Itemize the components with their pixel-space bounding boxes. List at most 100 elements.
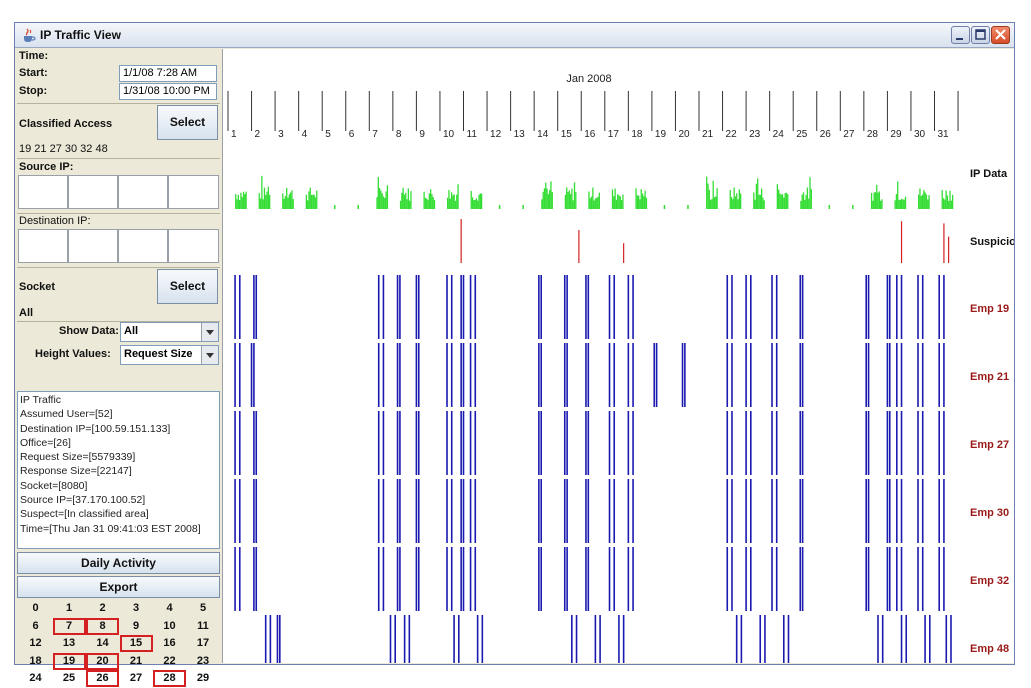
- ip-data-bar: [617, 194, 619, 209]
- ip-data-bar: [872, 200, 874, 209]
- source-ip-octet-2[interactable]: [68, 175, 118, 209]
- ip-data-bar: [309, 187, 311, 209]
- hour-cell-0[interactable]: 0: [32, 602, 39, 614]
- daily-activity-button[interactable]: Daily Activity: [17, 552, 220, 574]
- ip-data-bar: [874, 192, 877, 209]
- hour-cell-12[interactable]: 12: [29, 637, 42, 650]
- ip-data-bar: [738, 189, 741, 209]
- ip-data-bar: [261, 175, 263, 209]
- day-label: 11: [467, 129, 478, 140]
- hour-cell-16[interactable]: 16: [163, 637, 176, 650]
- hour-cell-17[interactable]: 17: [196, 637, 210, 650]
- hour-cell-15[interactable]: 15: [119, 635, 153, 653]
- chevron-down-icon[interactable]: [201, 323, 218, 341]
- ip-data-bar: [541, 199, 543, 209]
- ip-data-bar: [852, 205, 854, 209]
- start-time-field[interactable]: 1/1/08 7:28 AM: [119, 65, 217, 82]
- hour-cell-19[interactable]: 19: [52, 652, 86, 670]
- ip-data-bar: [870, 193, 873, 209]
- ip-data-bar: [618, 195, 620, 209]
- title-bar[interactable]: IP Traffic View: [15, 23, 1014, 48]
- hour-cell-3[interactable]: 3: [132, 602, 140, 614]
- close-button[interactable]: [991, 26, 1010, 44]
- hour-cell-6[interactable]: 6: [32, 619, 39, 632]
- record-details-panel[interactable]: IP Traffic Assumed User=[52] Destination…: [17, 391, 220, 549]
- ip-data-bar: [736, 193, 738, 209]
- hour-cell-4[interactable]: 4: [166, 602, 173, 614]
- hour-cell-1[interactable]: 1: [65, 602, 73, 614]
- ip-data-bar: [410, 191, 412, 209]
- ip-data-bar: [712, 180, 714, 209]
- ip-data-bar: [802, 192, 805, 209]
- destination-ip-octet-2[interactable]: [68, 229, 118, 263]
- row-label: Emp 19: [970, 303, 1009, 315]
- hour-cell-25[interactable]: 25: [62, 672, 76, 685]
- hour-cell-9[interactable]: 9: [132, 619, 140, 632]
- row-label: IP Data: [970, 168, 1008, 180]
- hour-cell-24[interactable]: 24: [29, 672, 42, 685]
- hour-cell-14[interactable]: 14: [96, 637, 109, 650]
- hour-cell-8[interactable]: 8: [86, 617, 119, 635]
- row-label: Suspicious: [970, 236, 1014, 248]
- day-label: 25: [796, 129, 808, 140]
- height-values-dropdown[interactable]: Request Size: [120, 345, 219, 365]
- source-ip-octet-4[interactable]: [168, 175, 219, 209]
- hour-cell-22[interactable]: 22: [163, 654, 176, 667]
- hour-cell-28[interactable]: 28: [153, 670, 186, 688]
- hour-cell-5[interactable]: 5: [199, 602, 207, 614]
- hour-cell-11[interactable]: 11: [197, 619, 209, 632]
- hour-cell-23[interactable]: 23: [196, 654, 210, 667]
- ip-data-bar: [687, 205, 689, 209]
- classified-selected-value: 19 21 27 30 32 48: [19, 143, 108, 155]
- ip-data-bar: [470, 190, 472, 209]
- destination-ip-octet-4[interactable]: [168, 229, 219, 263]
- hour-cell-10[interactable]: 10: [163, 619, 176, 632]
- show-data-dropdown[interactable]: All: [120, 322, 219, 342]
- hour-cell-2[interactable]: 2: [99, 602, 106, 614]
- destination-ip-octet-3[interactable]: [118, 229, 168, 263]
- ip-data-bar: [706, 176, 708, 209]
- destination-ip-label: Destination IP:: [19, 215, 91, 227]
- ip-data-bar: [429, 189, 432, 209]
- ip-data-bar: [447, 197, 449, 209]
- socket-select-button[interactable]: Select: [157, 269, 218, 304]
- ip-data-bar: [762, 197, 764, 209]
- ip-data-bar: [282, 193, 284, 209]
- traffic-timeline[interactable]: Jan 2008 1 2 3 4 5 6 7 8 9 10 11 12 13 14 15 16 17 18 19 20…: [222, 49, 1014, 663]
- ip-data-bar: [314, 197, 317, 209]
- ip-data-bar: [542, 191, 544, 209]
- ip-data-bar: [316, 190, 318, 209]
- day-label: 4: [302, 129, 308, 140]
- hour-cell-20[interactable]: 20: [86, 652, 119, 670]
- ip-data-bar: [755, 183, 758, 209]
- ip-data-bar: [284, 196, 287, 209]
- minimize-button[interactable]: [951, 26, 970, 44]
- chevron-down-icon[interactable]: [201, 346, 218, 364]
- source-ip-octet-1[interactable]: [18, 175, 68, 209]
- hour-cell-13[interactable]: 13: [62, 637, 76, 650]
- hour-cell-18[interactable]: 18: [29, 654, 42, 667]
- ip-data-bar: [808, 198, 810, 209]
- day-label: 10: [443, 129, 455, 140]
- maximize-button[interactable]: [971, 26, 990, 44]
- hour-cell-7[interactable]: 7: [52, 617, 86, 635]
- source-ip-octet-3[interactable]: [118, 175, 168, 209]
- hour-cell-29[interactable]: 29: [196, 672, 210, 685]
- ip-data-bar: [471, 197, 474, 209]
- export-button[interactable]: Export: [17, 576, 220, 598]
- ip-data-bar: [921, 194, 924, 209]
- divider: [17, 158, 220, 159]
- ip-data-bar: [457, 184, 459, 209]
- ip-data-bar: [453, 194, 455, 209]
- hour-cell-27[interactable]: 27: [129, 672, 143, 685]
- stop-time-field[interactable]: 1/31/08 10:00 PM: [119, 83, 217, 100]
- destination-ip-octet-1[interactable]: [18, 229, 68, 263]
- row-label: Emp 21: [970, 371, 1009, 383]
- hour-cell-21[interactable]: 21: [129, 654, 143, 667]
- classified-select-button[interactable]: Select: [157, 105, 218, 140]
- timeline-canvas[interactable]: Jan 2008 1 2 3 4 5 6 7 8 9 10 11 12 13 14 15 16 17 18 19 20…: [223, 49, 1014, 663]
- day-label: 21: [702, 129, 714, 140]
- ip-data-bar: [480, 193, 483, 209]
- hour-cell-26[interactable]: 26: [86, 670, 119, 688]
- ip-data-bar: [598, 192, 601, 209]
